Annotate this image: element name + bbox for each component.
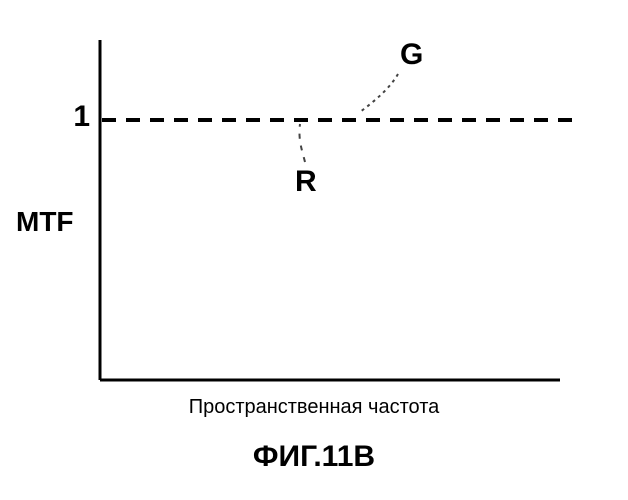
chart-canvas <box>0 0 628 500</box>
x-axis-label: Пространственная частота <box>0 396 628 419</box>
figure: 1 MTF G R Пространственная частота ФИГ.1… <box>0 0 628 500</box>
figure-caption: ФИГ.11B <box>0 440 628 474</box>
y-tick-1: 1 <box>60 100 90 134</box>
annotation-g: G <box>400 38 423 72</box>
r-leader <box>299 124 305 162</box>
g-leader <box>360 74 398 112</box>
annotation-r: R <box>295 165 317 199</box>
y-axis-label: MTF <box>16 206 74 238</box>
